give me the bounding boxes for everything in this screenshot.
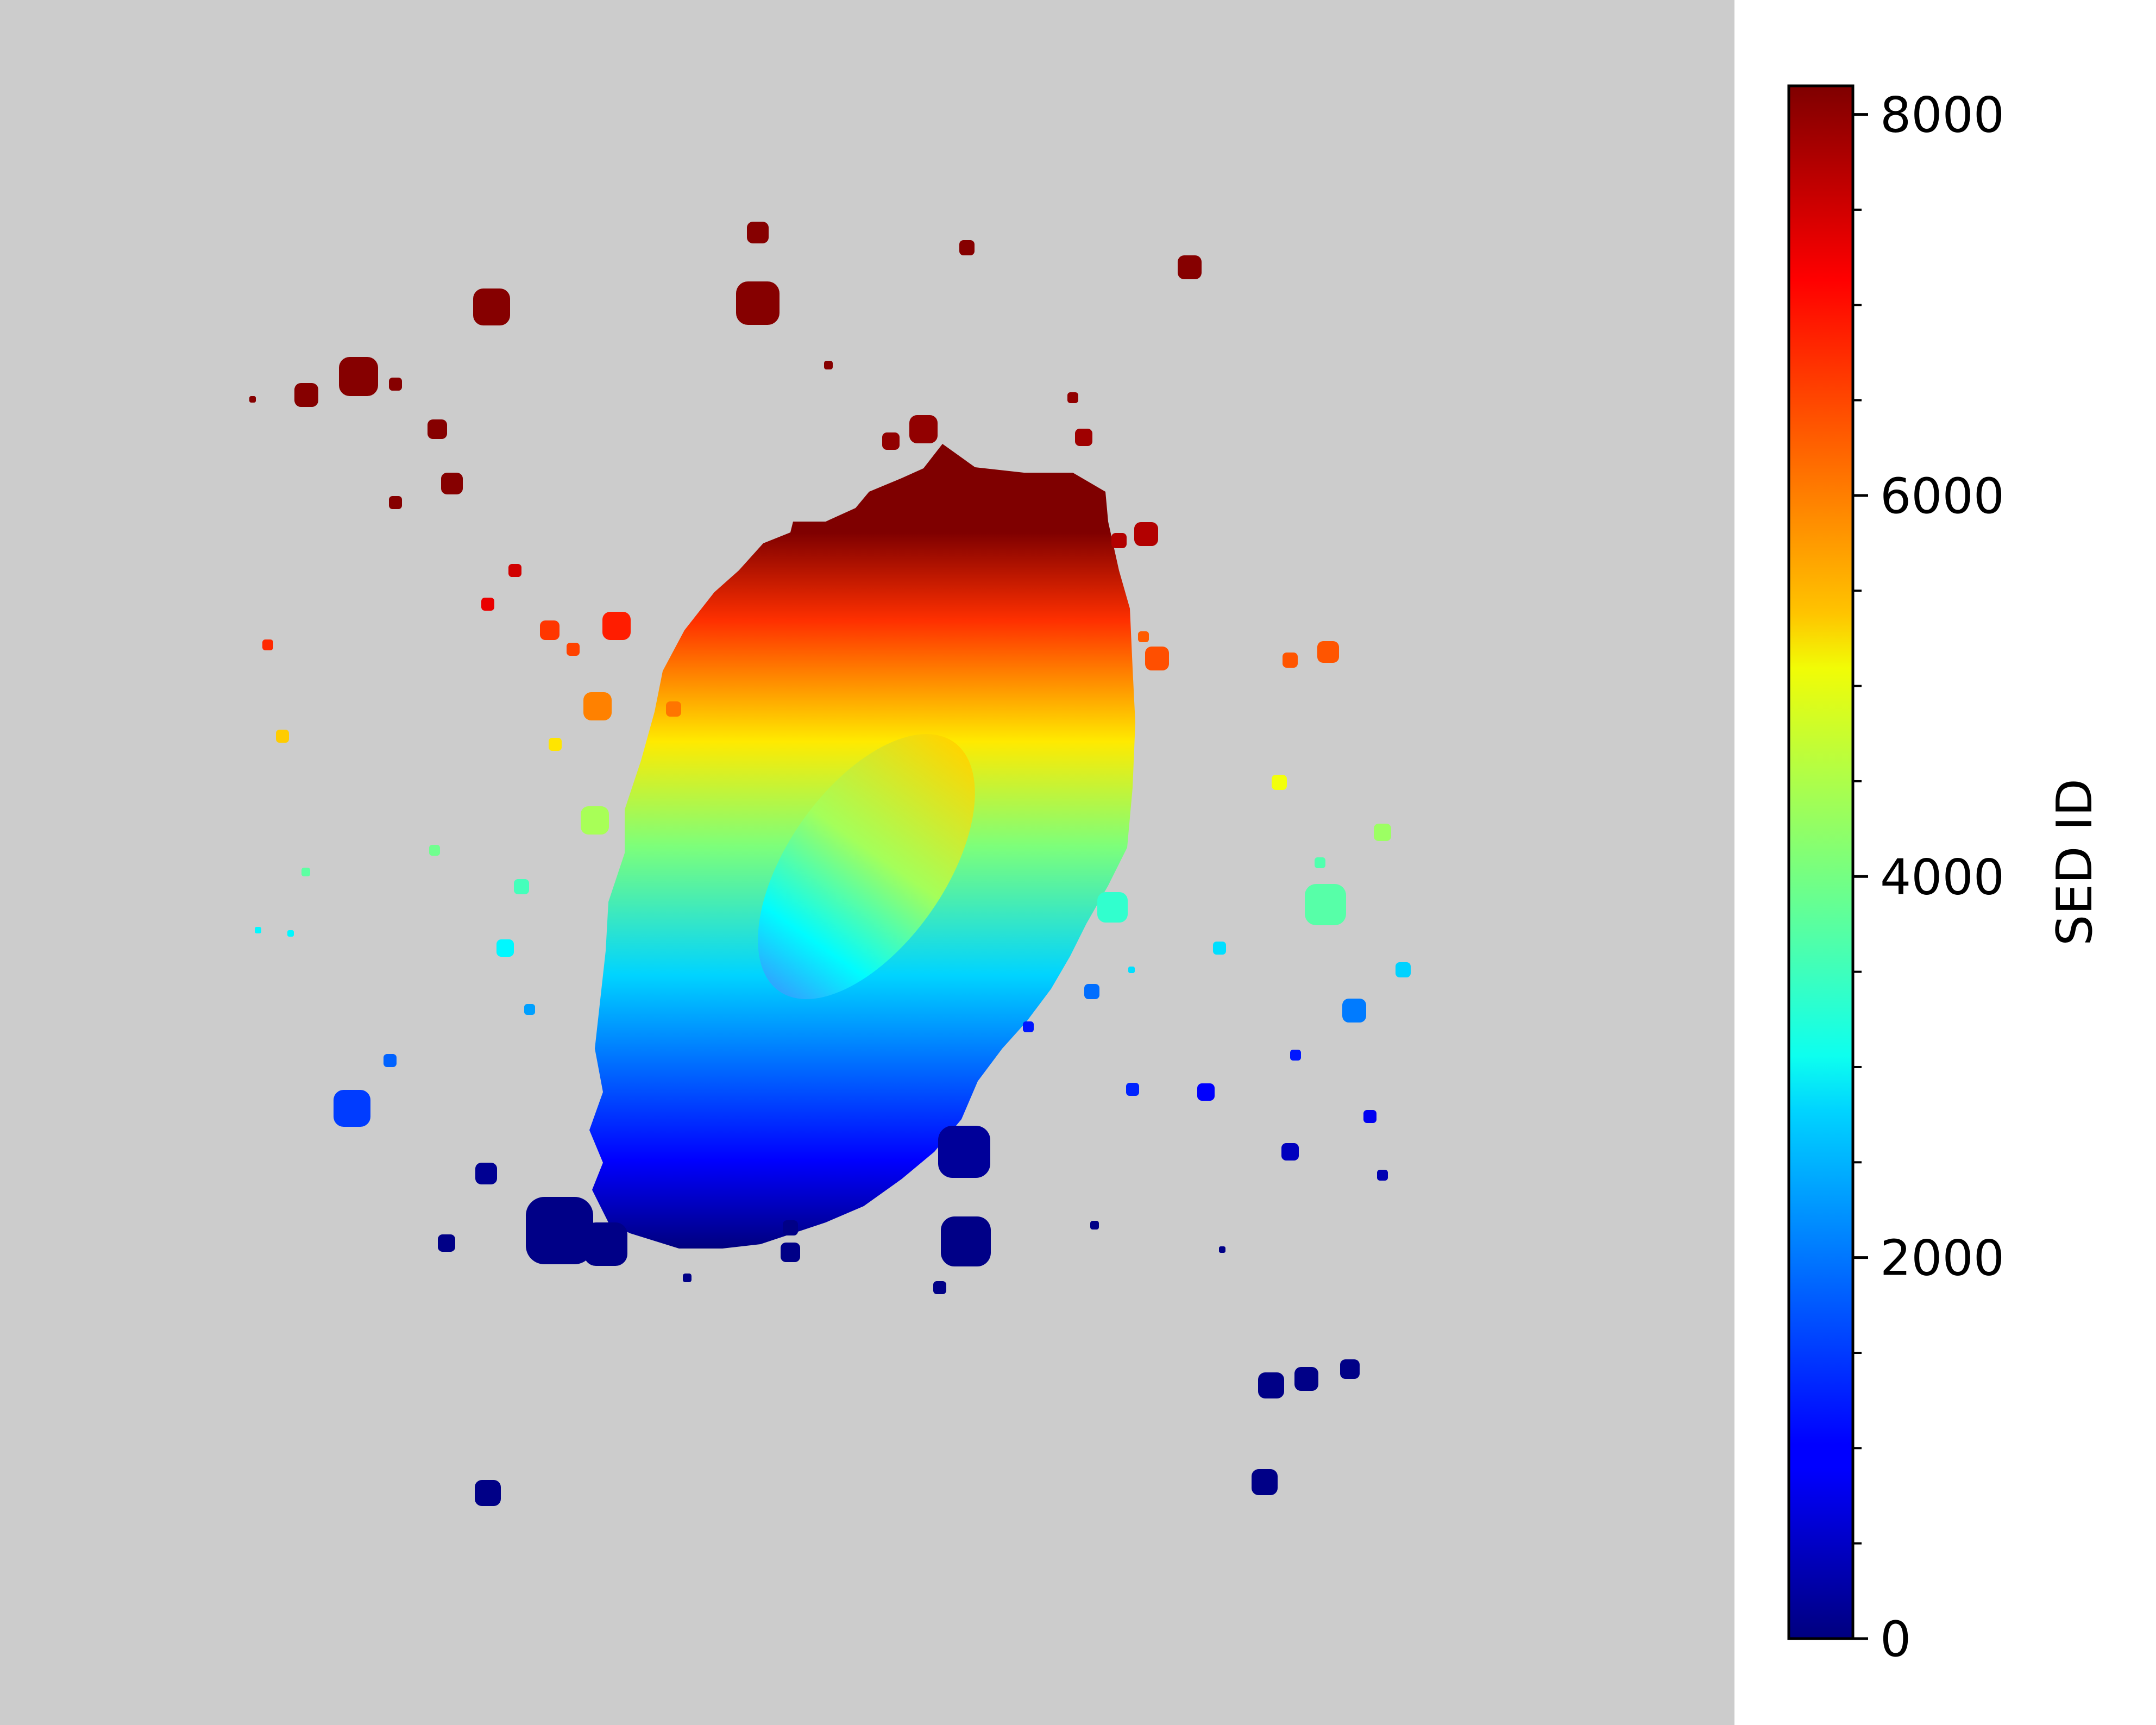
source-blob [1363,1110,1376,1123]
source-blob [583,692,612,720]
source-blob [524,1004,535,1015]
source-blob [1315,857,1325,868]
source-blob [1111,533,1127,548]
sed-map-svg [249,222,1411,1506]
source-blob [1075,429,1092,446]
source-blob [959,240,975,255]
source-blob [1377,1170,1388,1181]
colorbar-tick-label: 2000 [1880,1230,2004,1287]
source-blob [666,701,681,717]
colorbar-tick-label: 4000 [1880,849,2004,906]
source-blob [1252,1469,1278,1495]
source-blob [736,281,780,325]
source-blob [882,432,900,450]
source-blob [909,415,938,443]
central-bulge [758,734,975,999]
source-blob [549,738,562,751]
source-blob [824,361,833,369]
source-blob [255,927,261,933]
source-blob [1317,641,1339,663]
source-blob [496,939,514,957]
source-blob [1281,1143,1299,1161]
colorbar-label: SED ID [2046,779,2103,946]
source-blob [1374,824,1391,841]
source-blob [1145,647,1169,670]
colorbar-tick-label: 8000 [1880,87,2004,144]
source-blob [938,1126,990,1178]
source-blob [602,612,631,640]
colorbar-tick-label: 0 [1880,1611,1911,1668]
source-blob [584,1222,627,1266]
source-blob [781,1243,800,1262]
colorbar-gradient [1787,84,1855,1640]
source-blob [1134,522,1158,546]
source-blob [428,419,447,439]
source-blob [441,473,463,494]
source-blob [389,378,402,391]
source-blob [581,806,609,835]
source-blob [933,1281,946,1294]
source-blob [1067,392,1078,403]
source-blob [1126,1083,1139,1096]
source-blob [249,396,256,403]
source-blob [1258,1372,1284,1398]
colorbar-tick-label: 6000 [1880,468,2004,525]
source-blob [1294,1367,1318,1391]
source-blob [287,930,294,937]
source-blob [1305,884,1346,925]
source-blob [1213,942,1226,955]
source-blob [941,1216,991,1266]
source-blob [1272,775,1287,790]
source-blob [1178,255,1202,279]
source-blob [276,730,289,743]
source-blob [783,1220,798,1235]
source-blob [683,1274,692,1282]
source-blob [438,1234,455,1252]
galaxy-layer [589,444,1135,1249]
sources-layer [249,222,1411,1506]
source-blob [1097,892,1128,923]
source-blob [389,496,402,509]
source-blob [747,222,769,243]
sed-id-map [0,0,1734,1725]
source-blob [540,620,560,640]
source-blob [334,1090,370,1127]
source-blob [508,564,521,577]
source-blob [301,868,310,876]
source-blob [1138,631,1149,642]
source-blob [294,383,318,407]
source-blob [1090,1221,1099,1230]
source-blob [526,1197,593,1264]
source-blob [481,598,494,611]
source-blob [1290,1050,1301,1061]
source-blob [339,357,378,396]
source-blob [473,288,510,325]
source-blob [567,643,580,656]
source-blob [1084,984,1099,999]
source-blob [429,845,440,856]
source-blob [514,879,529,894]
source-blob [1283,653,1298,668]
source-blob [1197,1083,1215,1101]
source-blob [1342,999,1366,1023]
colorbar-ticks: 0 2000 4000 6000 8000 [1853,87,2004,1668]
source-blob [384,1054,397,1067]
source-blob [1128,967,1135,973]
source-blob [475,1163,497,1184]
source-blob [1396,962,1411,977]
source-blob [1219,1246,1225,1253]
source-blob [262,639,273,650]
source-blob [1340,1359,1360,1379]
source-blob [475,1480,501,1506]
source-blob [1023,1021,1034,1032]
